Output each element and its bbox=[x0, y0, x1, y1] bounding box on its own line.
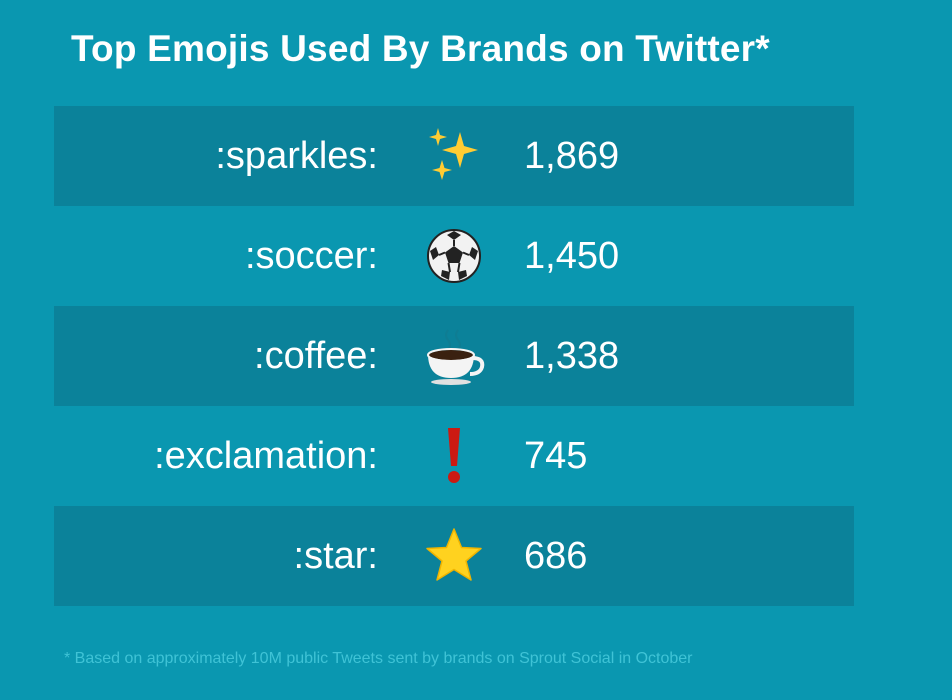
emoji-table: :sparkles: 1,869 :soccer: 1,450 bbox=[54, 106, 854, 606]
count-value: 1,450 bbox=[524, 235, 620, 277]
table-row-exclamation: :exclamation: 745 bbox=[54, 406, 854, 506]
soccer-ball-icon bbox=[422, 224, 486, 288]
emoji-name-label: :coffee: bbox=[254, 335, 378, 377]
count-value: 745 bbox=[524, 435, 588, 477]
chart-title: Top Emojis Used By Brands on Twitter* bbox=[71, 28, 770, 69]
count-value: 686 bbox=[524, 535, 588, 577]
table-row-star: :star: 686 bbox=[54, 506, 854, 606]
count-value: 1,338 bbox=[524, 335, 620, 377]
sparkles-icon bbox=[422, 124, 486, 188]
emoji-name-label: :soccer: bbox=[244, 235, 378, 277]
emoji-name-label: :sparkles: bbox=[215, 135, 378, 177]
emoji-name-label: :star: bbox=[293, 535, 378, 577]
table-row-coffee: :coffee: 1,338 bbox=[54, 306, 854, 406]
table-row-sparkles: :sparkles: 1,869 bbox=[54, 106, 854, 206]
star-icon bbox=[422, 524, 486, 588]
coffee-icon bbox=[422, 324, 486, 388]
emoji-name-label: :exclamation: bbox=[154, 435, 378, 477]
footnote: * Based on approximately 10M public Twee… bbox=[64, 650, 693, 667]
table-row-soccer: :soccer: 1,450 bbox=[54, 206, 854, 306]
count-value: 1,869 bbox=[524, 135, 620, 177]
exclamation-icon bbox=[422, 424, 486, 488]
